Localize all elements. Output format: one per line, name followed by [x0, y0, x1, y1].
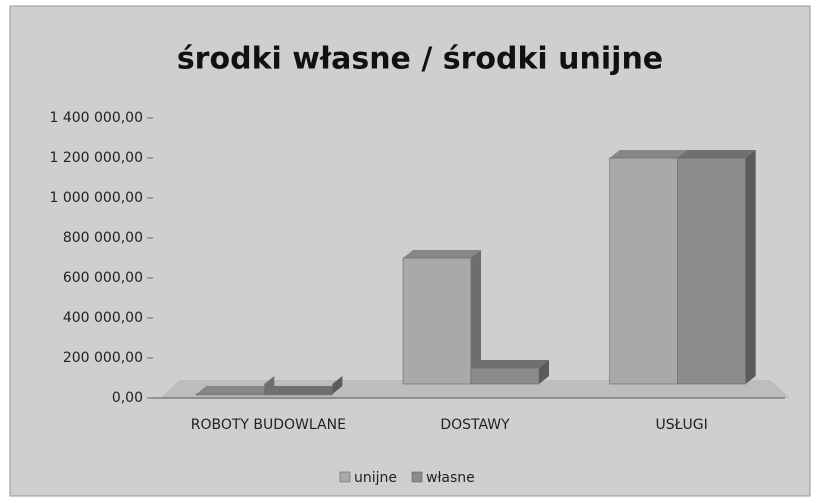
y-tick-label: 200 000,00 [63, 350, 143, 366]
legend-swatch [339, 471, 351, 483]
bar-side [264, 376, 275, 394]
bar [402, 257, 472, 385]
bar-side [745, 150, 756, 384]
bar [264, 393, 333, 396]
y-tick-label: 1 200 000,00 [49, 150, 143, 166]
y-tick-label: 400 000,00 [63, 310, 143, 326]
bar-side [332, 376, 343, 394]
x-tick-label: ROBOTY BUDOWLANE [191, 417, 346, 433]
bar-top [264, 386, 343, 394]
bar-top [471, 360, 549, 368]
y-tick-label: 600 000,00 [63, 270, 143, 286]
y-tick-label: 1 000 000,00 [49, 190, 143, 206]
bar-side [539, 360, 549, 384]
bar [196, 393, 265, 396]
bar [677, 157, 746, 385]
bar [609, 157, 678, 385]
bar-side [471, 250, 481, 384]
legend-label: własne [426, 470, 475, 486]
bar [470, 367, 540, 385]
bar-top [196, 386, 275, 394]
bar-top [609, 150, 688, 158]
bar-top [403, 250, 481, 258]
x-tick-label: USŁUGI [656, 417, 708, 433]
legend-swatch [411, 471, 423, 483]
bar-top [677, 150, 756, 158]
y-tick-label: 800 000,00 [63, 230, 143, 246]
chart-title: środki własne / środki unijne [177, 42, 663, 77]
y-tick-label: 1 400 000,00 [49, 110, 143, 126]
y-tick-label: 0,00 [112, 390, 143, 406]
x-tick-label: DOSTAWY [440, 417, 510, 433]
legend-label: unijne [354, 470, 397, 486]
